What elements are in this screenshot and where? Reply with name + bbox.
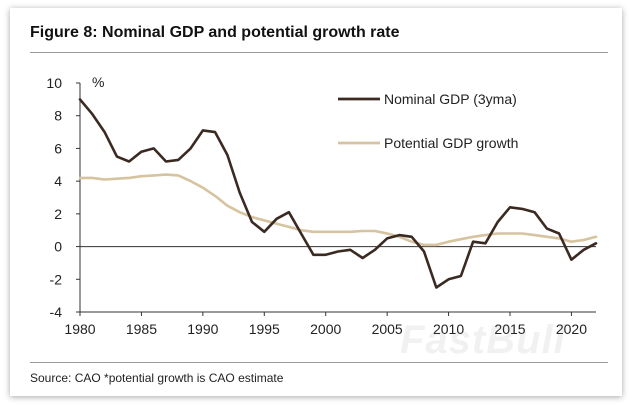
chart-legend: Nominal GDP (3yma) Potential GDP growth — [338, 91, 518, 151]
watermark-text: FastBull — [400, 318, 566, 362]
chart-axes: -4 -2 0 2 4 6 8 10 % 1980 1985 1990 1995 2000 2005 2010… — [46, 74, 596, 337]
legend-label-nominal-gdp: Nominal GDP (3yma) — [384, 91, 517, 107]
y-unit-label: % — [92, 74, 104, 90]
source-note: Source: CAO *potential growth is CAO est… — [30, 371, 284, 385]
x-tick-label: 2005 — [372, 321, 403, 337]
x-tick-label: 1980 — [64, 321, 95, 337]
legend-label-potential-growth: Potential GDP growth — [384, 135, 518, 151]
x-tick-label: 1995 — [249, 321, 280, 337]
x-tick-label: 1985 — [126, 321, 157, 337]
figure-title: Figure 8: Nominal GDP and potential grow… — [30, 24, 400, 41]
y-tick-label: -4 — [50, 304, 63, 320]
chart-series — [78, 98, 598, 289]
y-tick-label: -2 — [50, 271, 63, 287]
figure-card — [10, 8, 622, 396]
x-tick-label: 2010 — [433, 321, 464, 337]
series-line-potential-growth — [78, 173, 598, 247]
x-tick-label: 2000 — [310, 321, 341, 337]
series-line-nominal-gdp — [78, 98, 598, 289]
y-tick-label: 10 — [46, 75, 62, 91]
x-tick-label: 2015 — [494, 321, 525, 337]
y-tick-label: 0 — [54, 239, 62, 255]
y-tick-label: 8 — [54, 108, 62, 124]
source-divider — [30, 362, 608, 363]
x-tick-label: 2020 — [556, 321, 587, 337]
x-tick-label: 1990 — [187, 321, 218, 337]
y-tick-label: 6 — [54, 140, 62, 156]
title-divider — [30, 52, 608, 53]
y-tick-label: 2 — [54, 206, 62, 222]
y-tick-label: 4 — [54, 173, 62, 189]
